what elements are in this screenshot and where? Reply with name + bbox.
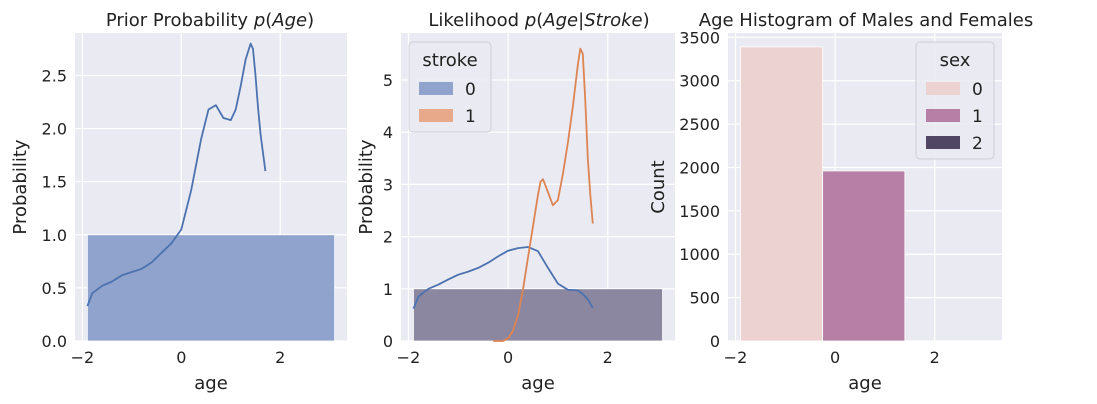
- legend-swatch: [926, 82, 960, 95]
- y-tick-label: 4: [383, 123, 393, 142]
- x-tick-label: 0: [176, 348, 186, 367]
- x-axis-label: age: [194, 373, 228, 394]
- chart-title: Likelihood p(Age|Stroke): [428, 10, 649, 31]
- legend-title: sex: [940, 50, 971, 71]
- y-tick-label: 3000: [679, 72, 720, 91]
- y-tick-label: 2.0: [42, 120, 67, 139]
- legend-swatch: [419, 82, 453, 95]
- y-tick-label: 1: [383, 280, 393, 299]
- legend-entry-label: 0: [972, 80, 983, 100]
- legend-entry-label: 0: [465, 80, 476, 100]
- y-axis-label: Probability: [356, 139, 377, 234]
- title-part: p: [253, 10, 265, 31]
- x-axis-label: age: [521, 373, 555, 394]
- chart-title: Prior Probability p(Age): [106, 10, 314, 31]
- x-tick-label: 2: [603, 348, 613, 367]
- title-part: (: [265, 10, 272, 31]
- x-tick-label: 0: [503, 348, 513, 367]
- y-tick-label: 3500: [679, 28, 720, 47]
- y-tick-label: 5: [383, 71, 393, 90]
- y-tick-label: 2: [383, 228, 393, 247]
- y-axis-label: Count: [648, 160, 669, 213]
- y-tick-label: 0.5: [42, 279, 67, 298]
- y-tick-label: 2500: [679, 115, 720, 134]
- bar: [822, 170, 906, 342]
- legend-swatch: [926, 136, 960, 149]
- y-tick-label: 0.0: [42, 332, 67, 351]
- title-part: Likelihood: [428, 10, 524, 31]
- title-part: Prior Probability: [106, 10, 254, 31]
- title-part: Age: [542, 10, 578, 31]
- y-tick-label: 2.5: [42, 66, 67, 85]
- bar: [86, 234, 336, 342]
- legend: stroke 0 1: [408, 41, 492, 133]
- legend-title: stroke: [422, 50, 477, 71]
- kde-line: [493, 47, 594, 342]
- x-tick-label: 2: [275, 348, 285, 367]
- y-axis-label: Probability: [10, 139, 31, 234]
- legend-entry-label: 1: [465, 107, 476, 127]
- title-part: Age: [271, 10, 307, 31]
- bar: [740, 46, 824, 342]
- y-tick-label: 2000: [679, 158, 720, 177]
- kde-line: [412, 246, 594, 309]
- legend-swatch: [926, 109, 960, 122]
- y-tick-label: 1.5: [42, 173, 67, 192]
- y-tick-label: 3: [383, 175, 393, 194]
- x-tick-label: 0: [830, 348, 840, 367]
- title-part: Stroke: [584, 10, 642, 31]
- y-tick-label: 500: [689, 289, 720, 308]
- legend-box: [915, 41, 995, 160]
- title-part: (: [536, 10, 543, 31]
- legend-swatch: [419, 109, 453, 122]
- x-axis-label: age: [848, 373, 882, 394]
- chart-panel-3: −2 0 20500100015002000250030003500ageCount…: [648, 10, 1033, 394]
- chart-panel-1: −2 0 2 0.0 0.5 1.0 1.5 2.0 2.5 age Probability Prio…: [10, 10, 347, 394]
- legend-entry-label: 2: [972, 134, 983, 154]
- kde-line: [86, 42, 267, 307]
- x-tick-label: −2: [71, 348, 95, 367]
- x-tick-label: 2: [930, 348, 940, 367]
- title-part: p: [524, 10, 536, 31]
- bar: [413, 288, 663, 342]
- y-tick-label: 1000: [679, 245, 720, 264]
- y-tick-label: 0: [383, 332, 393, 351]
- title-part: ): [643, 10, 650, 31]
- title-part: |: [578, 10, 584, 31]
- y-tick-label: 0: [710, 332, 720, 351]
- legend-entry-label: 1: [972, 107, 983, 127]
- x-tick-label: −2: [397, 348, 421, 367]
- y-tick-label: 1500: [679, 202, 720, 221]
- x-tick-label: −2: [724, 348, 748, 367]
- y-tick-label: 1.0: [42, 226, 67, 245]
- title-part: ): [307, 10, 314, 31]
- chart-title: Age Histogram of Males and Females: [699, 10, 1034, 31]
